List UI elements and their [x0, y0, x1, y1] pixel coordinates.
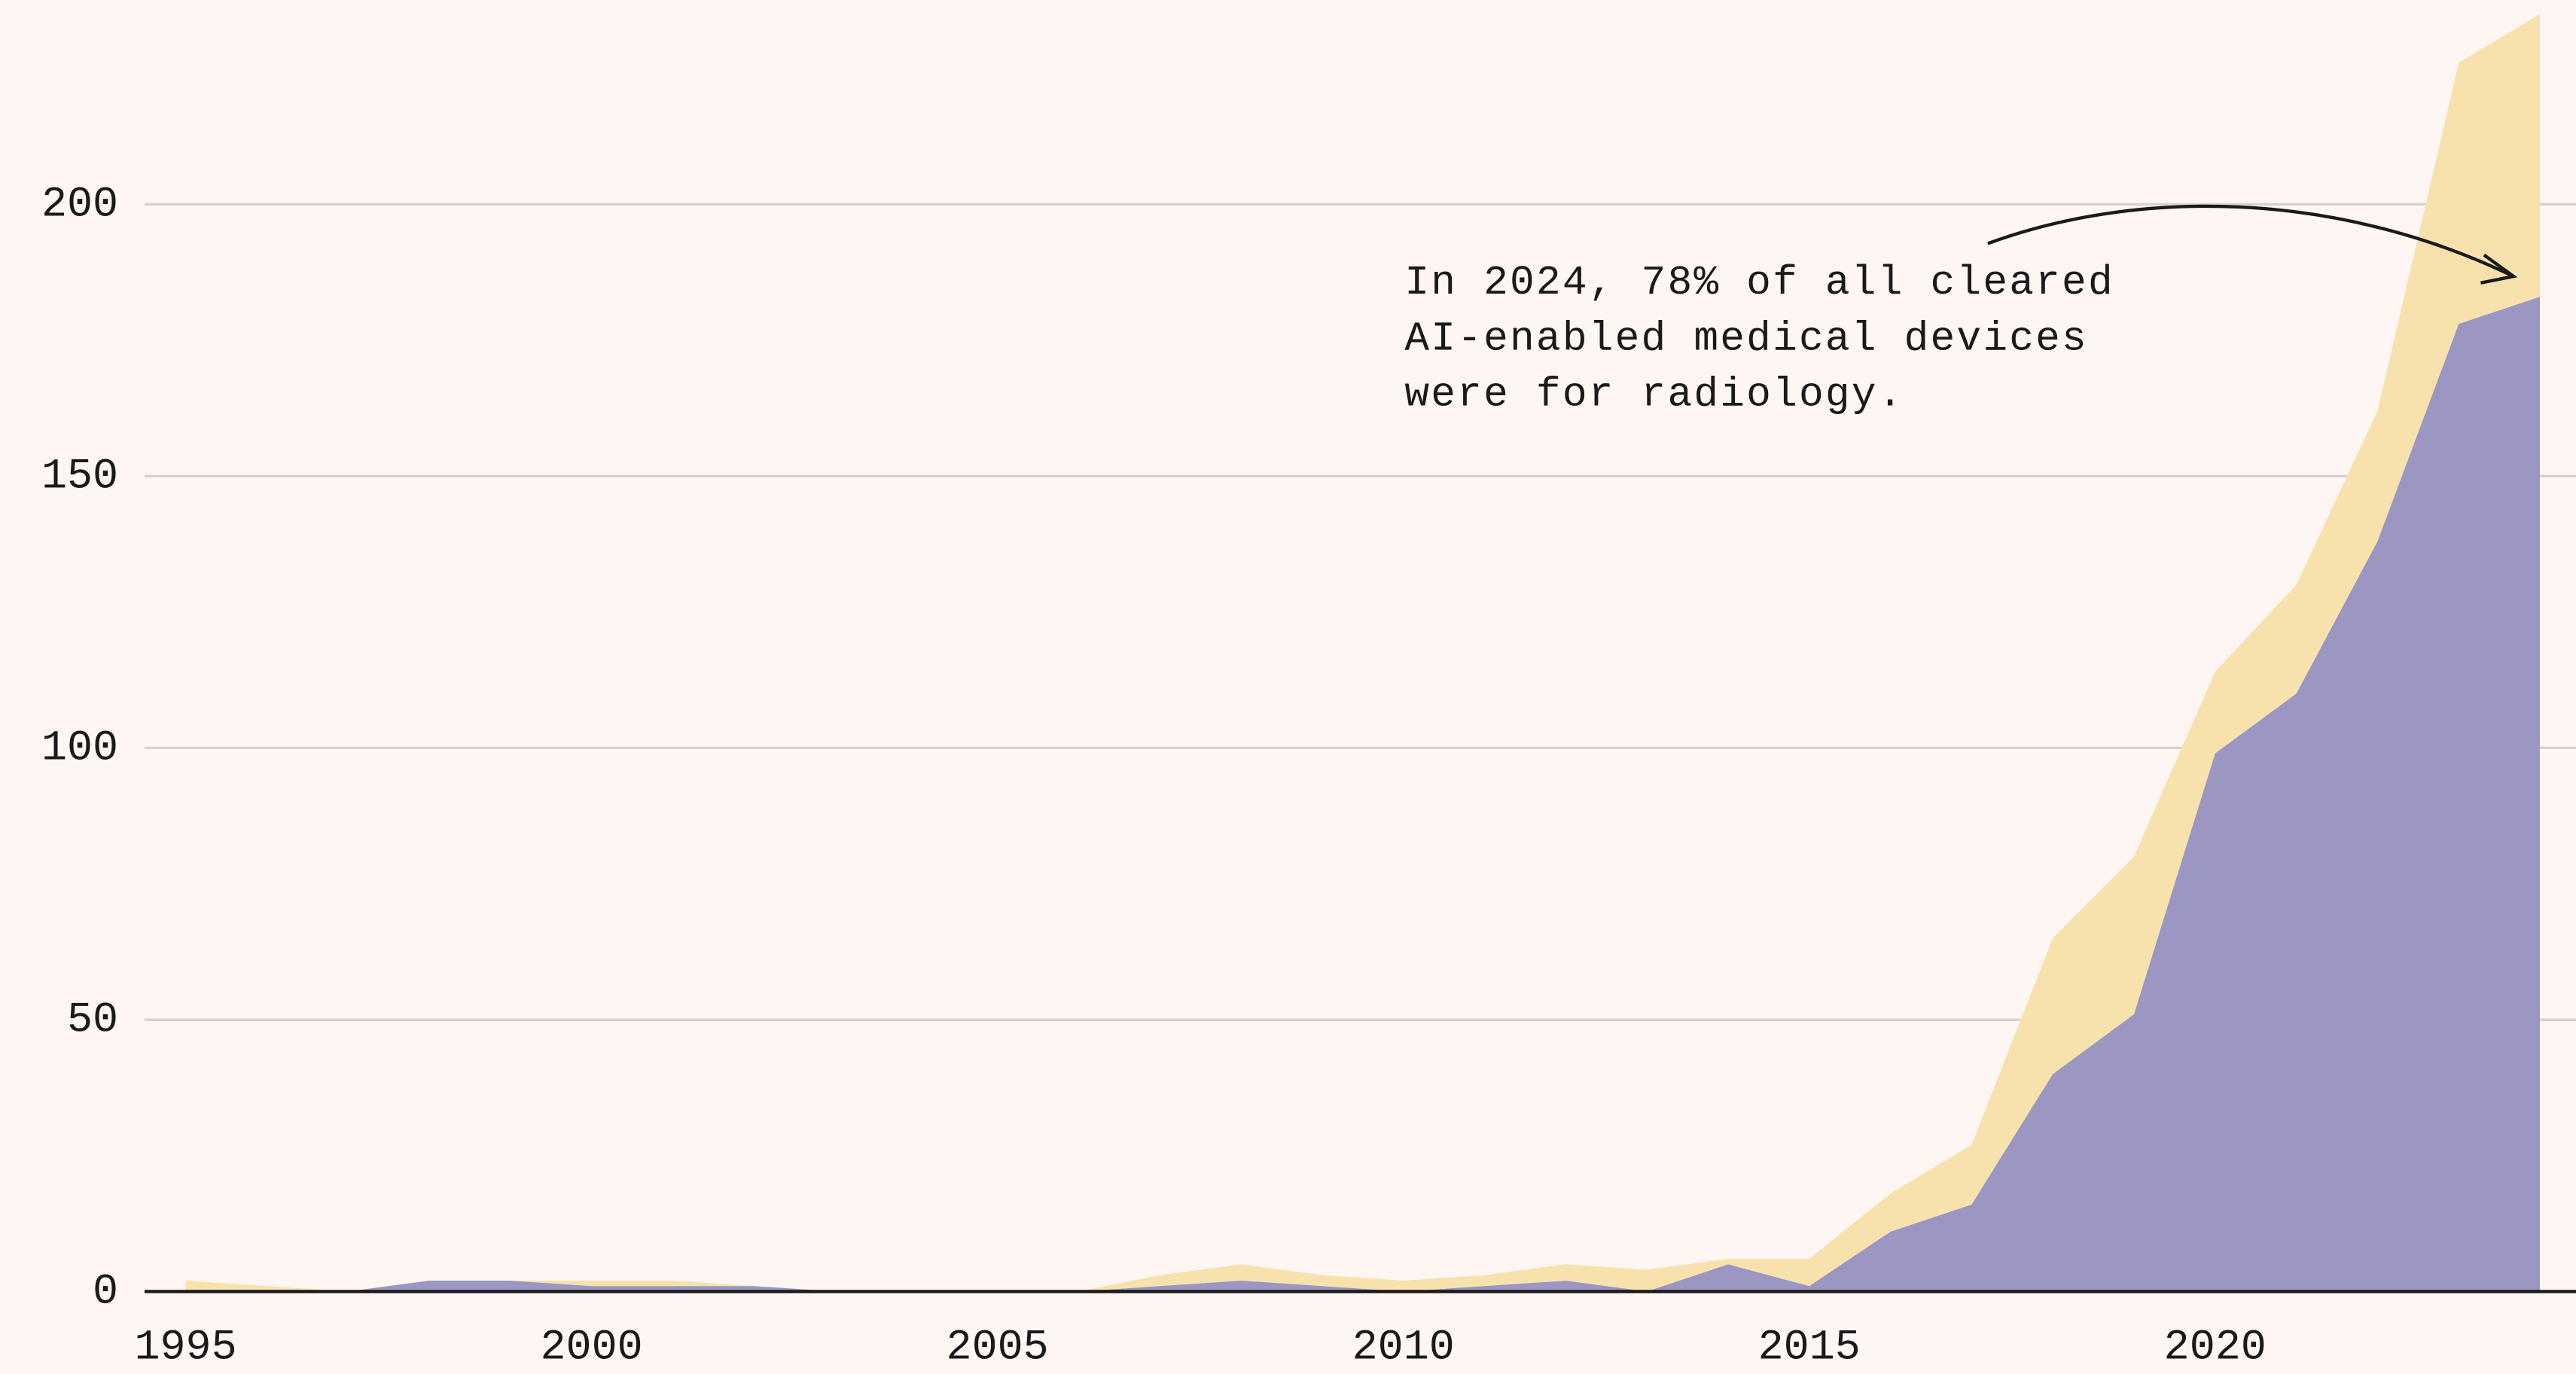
y-tick-label: 200 [41, 181, 118, 229]
x-tick-label: 2020 [2164, 1324, 2267, 1372]
annotation: AI-enabled medical devices [1404, 316, 2088, 362]
x-tick-label: 2010 [1352, 1324, 1455, 1372]
y-tick-label: 150 [41, 452, 118, 501]
x-tick-label: 2005 [947, 1324, 1049, 1372]
y-tick-label: 50 [67, 996, 118, 1044]
annotation: In 2024, 78% of all cleared [1404, 260, 2114, 306]
arrow-head [2480, 253, 2518, 285]
x-tick-label: 2015 [1758, 1324, 1861, 1372]
x-tick-label: 1995 [134, 1324, 236, 1372]
annotation-arrow [1987, 204, 2515, 279]
area [185, 297, 2541, 1292]
y-tick-label: 100 [41, 724, 118, 772]
y-tick-label: 0 [93, 1268, 118, 1316]
annotation: were for radiology. [1404, 373, 1904, 419]
x-tick-label: 2000 [541, 1324, 643, 1372]
